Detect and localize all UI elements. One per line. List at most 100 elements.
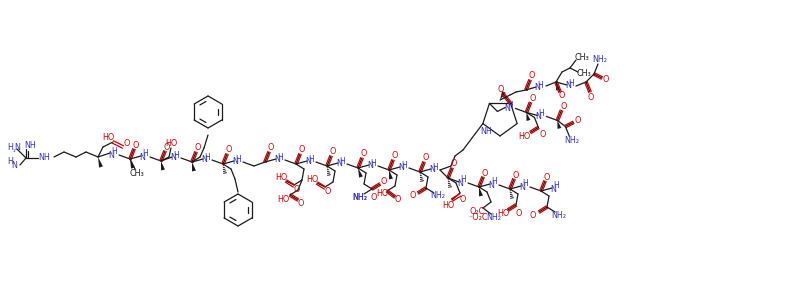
Text: N: N (565, 82, 571, 91)
Text: N: N (457, 178, 463, 188)
Polygon shape (558, 120, 562, 129)
Text: O: O (588, 92, 594, 101)
Polygon shape (389, 170, 393, 179)
Text: O: O (133, 140, 139, 149)
Text: HO: HO (442, 200, 454, 209)
Text: HO: HO (102, 133, 114, 142)
Text: O: O (513, 170, 519, 179)
Polygon shape (130, 159, 135, 169)
Text: O: O (539, 130, 546, 139)
Text: O: O (516, 208, 522, 217)
Text: HO: HO (306, 176, 318, 184)
Polygon shape (556, 82, 560, 91)
Text: O: O (544, 172, 550, 182)
Text: N: N (534, 83, 540, 92)
Text: N: N (488, 181, 494, 190)
Text: H: H (7, 142, 13, 152)
Text: NH: NH (480, 128, 492, 136)
Text: H: H (339, 157, 345, 166)
Text: CH₃: CH₃ (130, 169, 144, 178)
Text: HO: HO (518, 132, 530, 141)
Text: HO: HO (376, 190, 388, 199)
Polygon shape (358, 168, 363, 178)
Text: O: O (395, 196, 401, 205)
Text: N: N (429, 166, 435, 175)
Polygon shape (192, 162, 196, 171)
Text: O: O (371, 194, 377, 202)
Text: H: H (173, 151, 179, 160)
Text: N: N (14, 142, 20, 152)
Text: H: H (235, 154, 241, 164)
Text: H: H (491, 178, 497, 187)
Text: H: H (308, 154, 314, 164)
Text: NH₂: NH₂ (430, 191, 446, 200)
Text: O: O (559, 92, 565, 100)
Polygon shape (479, 187, 483, 196)
Text: O: O (361, 149, 367, 158)
Text: NH₂: NH₂ (564, 136, 579, 145)
Text: HO: HO (277, 194, 289, 203)
Text: O: O (482, 169, 488, 178)
Text: H: H (432, 163, 438, 172)
Text: O: O (381, 176, 387, 185)
Text: O: O (410, 191, 416, 200)
Text: N: N (336, 160, 342, 169)
Text: NH₂: NH₂ (353, 193, 367, 202)
Polygon shape (500, 91, 506, 100)
Text: H: H (538, 109, 544, 118)
Text: H: H (537, 80, 543, 89)
Text: H: H (142, 149, 148, 158)
Text: N: N (201, 155, 207, 164)
Text: O: O (195, 143, 201, 152)
Text: H: H (568, 79, 574, 88)
Text: O: O (325, 188, 331, 196)
Text: NH₂: NH₂ (353, 193, 367, 202)
Text: N: N (398, 164, 404, 172)
Text: N: N (11, 160, 17, 169)
Text: NH₂: NH₂ (486, 212, 502, 221)
Text: N: N (550, 184, 556, 194)
Text: N: N (367, 161, 373, 170)
Text: H: H (204, 152, 210, 161)
Text: HO: HO (275, 173, 287, 182)
Text: O: O (226, 146, 232, 154)
Text: H: H (553, 182, 559, 190)
Text: H: H (401, 160, 407, 169)
Text: H: H (507, 101, 514, 110)
Text: N: N (170, 154, 176, 163)
Text: H: H (370, 158, 376, 167)
Text: H: H (277, 152, 283, 161)
Text: N: N (232, 158, 238, 166)
Text: O: O (451, 160, 457, 169)
Text: O: O (268, 143, 274, 152)
Text: N: N (535, 112, 542, 121)
Polygon shape (526, 112, 530, 121)
Text: CH₃: CH₃ (574, 53, 590, 62)
Text: NH: NH (38, 152, 50, 161)
Text: ₂: ₂ (13, 147, 15, 153)
Text: HO: HO (497, 208, 509, 217)
Text: O₂C: O₂C (470, 208, 485, 217)
Text: O: O (299, 146, 305, 154)
Text: N: N (108, 151, 114, 160)
Text: O: O (529, 71, 535, 80)
Text: N: N (305, 158, 311, 166)
Text: N: N (274, 155, 280, 164)
Text: N: N (139, 152, 145, 161)
Polygon shape (161, 161, 165, 170)
Text: NH₂: NH₂ (551, 211, 566, 220)
Text: H: H (111, 146, 117, 155)
Text: O: O (530, 211, 536, 220)
Text: O: O (294, 185, 300, 194)
Text: O: O (560, 102, 566, 111)
Text: ⁻O₂C: ⁻O₂C (468, 214, 488, 223)
Text: O: O (460, 196, 466, 205)
Text: CH₃: CH₃ (577, 70, 591, 79)
Text: O: O (498, 85, 504, 94)
Text: H: H (7, 158, 13, 166)
Text: O: O (298, 200, 304, 208)
Text: O: O (530, 94, 536, 103)
Text: O: O (423, 154, 429, 163)
Text: O: O (330, 148, 336, 157)
Polygon shape (98, 157, 103, 168)
